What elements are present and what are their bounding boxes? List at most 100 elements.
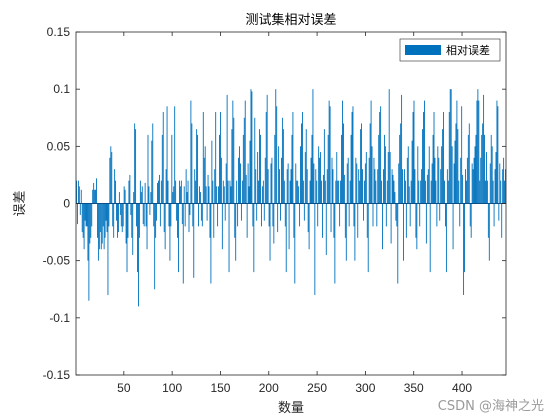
bar — [394, 192, 396, 204]
bar — [86, 203, 88, 227]
bar — [472, 169, 474, 204]
bar — [212, 180, 214, 204]
bar — [334, 203, 336, 284]
bar — [241, 180, 243, 204]
bar — [213, 203, 215, 238]
bar — [448, 112, 450, 204]
bar — [199, 186, 200, 204]
bar — [296, 180, 298, 204]
bar — [438, 157, 440, 204]
bar — [293, 203, 295, 238]
bar — [226, 94, 228, 204]
bar — [281, 157, 282, 204]
x-tick-label: 350 — [404, 381, 424, 395]
bar — [401, 94, 403, 204]
bar — [285, 203, 287, 273]
bar — [331, 157, 333, 204]
bar — [469, 203, 471, 227]
bar — [162, 112, 164, 204]
bar — [234, 203, 236, 238]
bar — [465, 180, 467, 204]
bar — [485, 180, 486, 204]
x-axis-label: 数量 — [278, 401, 304, 416]
bar — [476, 100, 478, 204]
bar — [82, 203, 84, 238]
bar — [338, 180, 340, 204]
bar — [80, 189, 82, 204]
bar — [437, 146, 439, 204]
bar — [188, 203, 190, 233]
y-tick-label: -0.05 — [43, 254, 71, 268]
bar — [500, 180, 502, 204]
bar — [254, 117, 256, 204]
bar — [346, 163, 348, 204]
bar — [272, 203, 274, 227]
bar — [380, 106, 382, 204]
bar — [412, 112, 414, 204]
bar — [265, 112, 267, 204]
bar — [365, 152, 367, 204]
x-tick-label: 50 — [117, 381, 131, 395]
bar — [383, 134, 385, 204]
bar — [91, 203, 93, 227]
bar — [138, 203, 140, 238]
bar — [183, 186, 185, 204]
bar — [209, 203, 211, 238]
bar — [146, 203, 148, 250]
x-tick-label: 250 — [307, 381, 327, 395]
bar — [410, 180, 412, 204]
bar — [264, 157, 266, 204]
bar — [94, 189, 96, 204]
bar — [142, 203, 144, 225]
bar — [124, 189, 126, 204]
bar — [364, 163, 366, 204]
bar — [424, 100, 425, 204]
bar — [256, 203, 258, 221]
bar — [76, 203, 78, 225]
bar — [358, 169, 360, 204]
bar — [409, 203, 411, 227]
bar — [144, 182, 146, 204]
bar — [233, 117, 235, 204]
bar — [217, 203, 219, 227]
bar — [93, 182, 95, 204]
bar — [503, 157, 505, 204]
bar — [369, 123, 371, 204]
bar — [444, 180, 445, 204]
bar — [151, 140, 153, 204]
bar — [435, 180, 437, 204]
bar — [189, 203, 191, 215]
bar — [214, 169, 216, 204]
bar — [107, 203, 109, 295]
bar — [248, 186, 250, 204]
bar — [220, 112, 221, 204]
bar — [351, 112, 353, 204]
bar — [210, 203, 212, 284]
bar — [356, 163, 358, 204]
y-axis-ticks: -0.15 -0.1 -0.05 0 0.05 0.1 0.15 — [43, 25, 506, 382]
bar — [202, 112, 204, 204]
bar — [425, 203, 427, 244]
bar — [163, 203, 165, 233]
bar — [429, 203, 431, 273]
bar — [218, 186, 219, 204]
bar — [103, 203, 105, 250]
bar — [419, 203, 421, 227]
bar — [150, 192, 152, 204]
bar — [453, 163, 455, 204]
bar — [366, 203, 368, 238]
bar — [415, 203, 417, 238]
bar — [301, 112, 303, 204]
bar — [451, 146, 453, 204]
bar — [289, 180, 291, 204]
bar — [223, 186, 225, 204]
legend: 相对误差 — [399, 38, 501, 62]
bar — [133, 192, 135, 204]
bar — [262, 180, 264, 204]
bar — [343, 174, 345, 204]
bar — [138, 203, 139, 307]
bar — [182, 203, 184, 284]
bar — [191, 123, 193, 204]
bar — [432, 134, 434, 204]
bar — [255, 169, 257, 204]
